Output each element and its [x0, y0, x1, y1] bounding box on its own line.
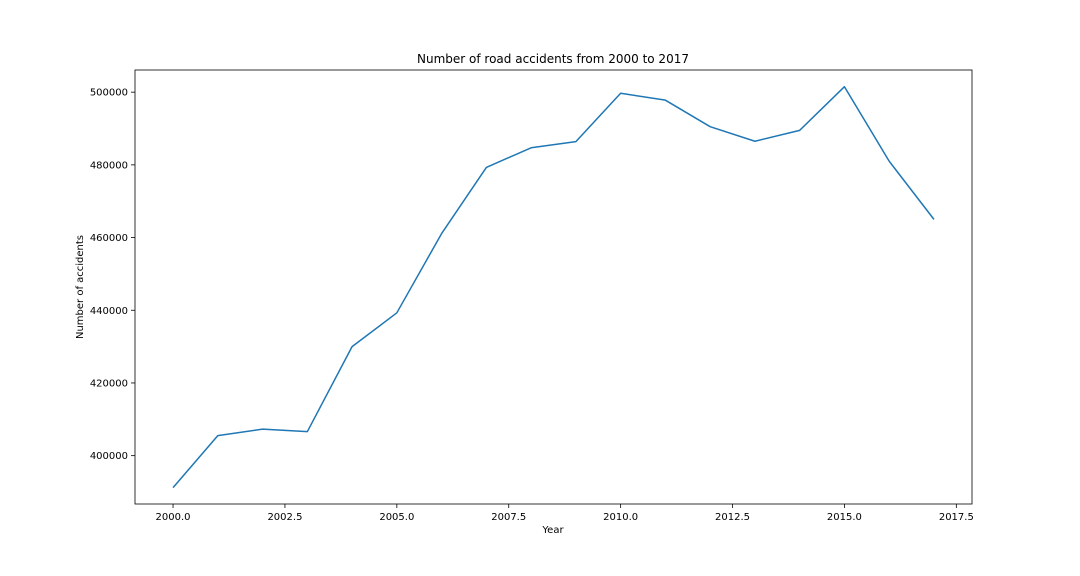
y-tick-label: 400000 — [90, 451, 128, 462]
y-tick-label: 440000 — [90, 306, 128, 317]
chart-title: Number of road accidents from 2000 to 20… — [417, 52, 689, 66]
x-axis-title: Year — [541, 525, 564, 536]
plot-area: 2000.0 2002.5 2005.0 2007.5 2010.0 2012.5 2015… — [90, 69, 974, 523]
x-tick-label: 2010.0 — [603, 512, 638, 523]
x-tick-label: 2005.0 — [379, 512, 414, 523]
y-tick-label: 460000 — [90, 233, 128, 244]
series-line — [172, 85, 935, 489]
plot-frame — [134, 69, 973, 505]
x-tick-label: 2007.5 — [491, 512, 526, 523]
y-tick-label: 480000 — [90, 160, 128, 171]
y-axis-title: Number of accidents — [75, 235, 86, 339]
x-tick-label: 2012.5 — [715, 512, 750, 523]
x-tick-label: 2000.0 — [156, 512, 191, 523]
x-tick-label: 2002.5 — [267, 512, 302, 523]
y-tick-label: 500000 — [90, 88, 128, 99]
x-tick-label: 2017.5 — [939, 512, 974, 523]
y-tick-label: 420000 — [90, 378, 128, 389]
x-tick-label: 2015.0 — [827, 512, 862, 523]
